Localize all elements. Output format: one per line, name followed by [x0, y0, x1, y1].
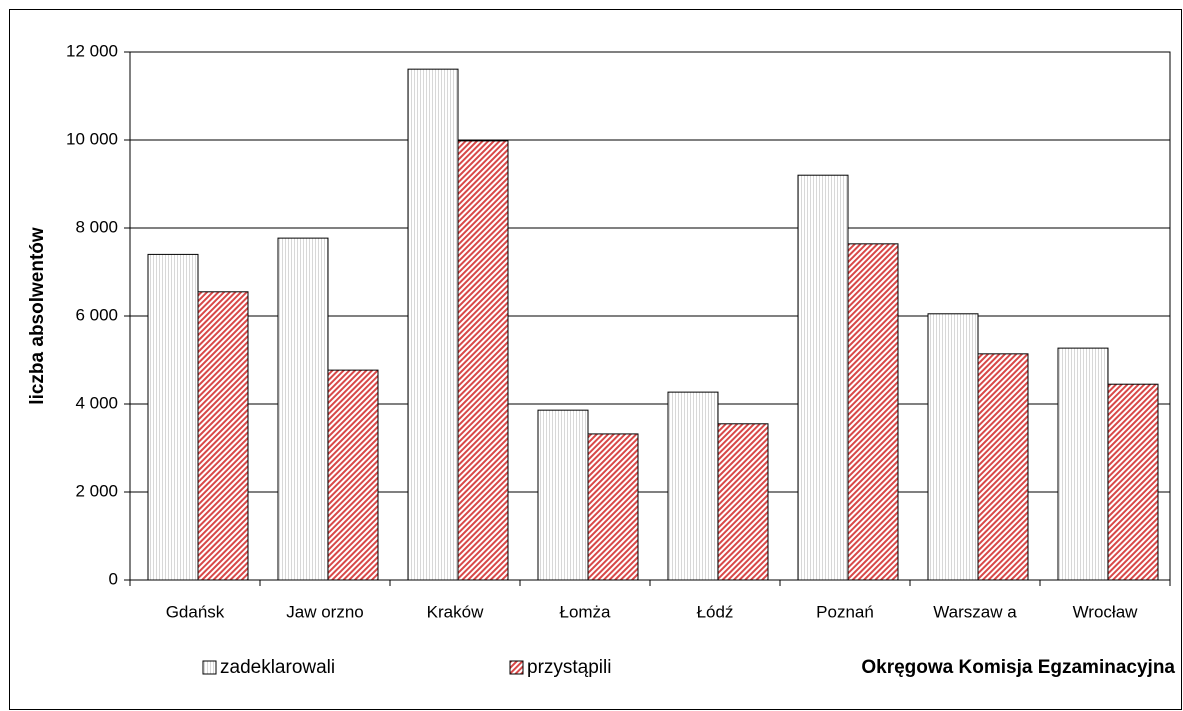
y-tick-label: 6 000	[75, 305, 118, 324]
chart-frame	[9, 9, 1182, 710]
y-tick-label: 0	[109, 569, 118, 588]
y-tick-label: 4 000	[75, 393, 118, 412]
bar	[797, 174, 849, 581]
y-tick-label: 10 000	[66, 129, 118, 148]
bar	[147, 253, 199, 581]
bar	[197, 291, 249, 581]
bar	[927, 313, 979, 581]
bar	[457, 140, 509, 581]
x-tick-label: Jaw orzno	[286, 602, 363, 621]
y-tick-label: 12 000	[66, 41, 118, 60]
x-axis-title: Okręgowa Komisja Egzaminacyjna	[861, 657, 1175, 678]
x-tick-label: Łomża	[559, 602, 611, 621]
bar	[667, 391, 719, 581]
x-tick-label: Wrocław	[1073, 602, 1139, 621]
bar	[327, 369, 379, 581]
bar	[587, 433, 639, 581]
x-tick-label: Poznań	[816, 602, 874, 621]
x-tick-label: Warszaw a	[933, 602, 1017, 621]
legend-swatch	[202, 660, 217, 675]
legend-label: przystąpili	[527, 657, 611, 678]
legend-swatch	[509, 660, 524, 675]
x-tick-label: Gdańsk	[166, 602, 225, 621]
legend-label: zadeklarowali	[220, 657, 335, 678]
y-tick-label: 2 000	[75, 481, 118, 500]
bar	[1057, 347, 1109, 581]
bar	[537, 409, 589, 581]
bar	[1107, 383, 1159, 581]
y-axis-title: liczba absolwentów	[27, 227, 48, 405]
y-tick-label: 8 000	[75, 217, 118, 236]
bar	[407, 68, 459, 581]
x-tick-label: Kraków	[427, 602, 484, 621]
bar	[847, 243, 899, 581]
bar	[717, 423, 769, 581]
bar	[977, 353, 1029, 581]
bar	[277, 237, 329, 581]
x-tick-label: Łódź	[697, 602, 734, 621]
